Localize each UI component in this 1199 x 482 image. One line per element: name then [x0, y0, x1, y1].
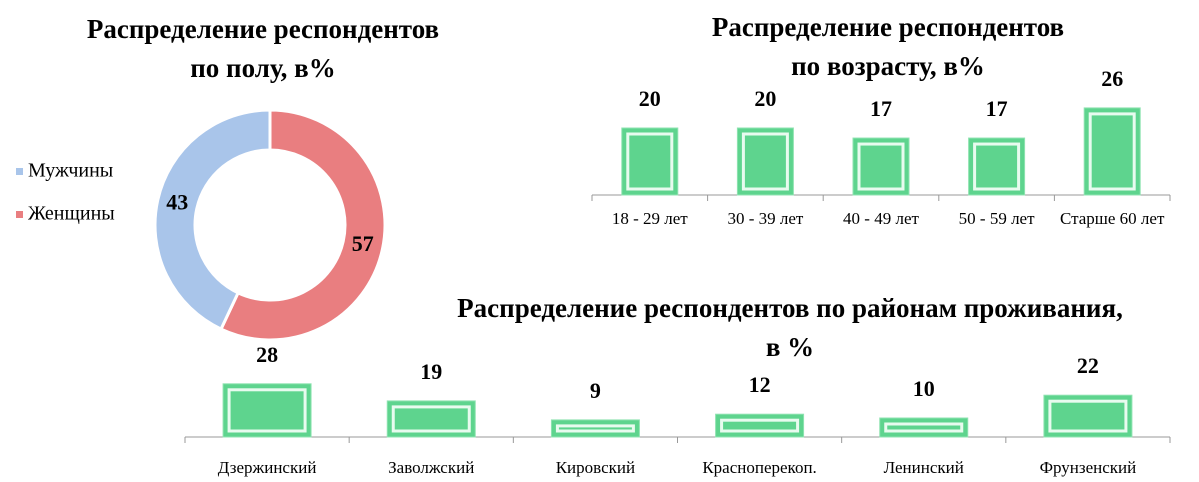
data-label: 10	[913, 376, 935, 401]
bar-highlight	[1088, 112, 1136, 191]
x-tick-label: Ленинский	[883, 458, 964, 477]
x-tick-label: Фрунзенский	[1039, 458, 1137, 477]
chart-title: Распределение респондентов	[712, 12, 1064, 42]
bar-highlight	[884, 422, 964, 433]
x-tick-label: 30 - 39 лет	[727, 209, 804, 228]
bar	[968, 137, 1026, 196]
bar-highlight	[857, 142, 905, 191]
bar-highlight	[227, 388, 307, 433]
bar	[852, 137, 910, 196]
bar-highlight	[973, 142, 1021, 191]
data-label: 28	[256, 342, 278, 367]
donut-slice	[219, 108, 387, 342]
x-tick-label: 18 - 29 лет	[611, 209, 688, 228]
data-label: 43	[166, 189, 188, 214]
chart-title: в %	[766, 332, 814, 362]
x-tick-label: 40 - 49 лет	[843, 209, 919, 228]
data-label: 57	[352, 231, 374, 256]
legend-label: Женщины	[28, 203, 115, 225]
data-label: 26	[1101, 66, 1123, 91]
x-tick-label: Заволжский	[388, 458, 475, 477]
bar	[1083, 107, 1141, 196]
x-tick-label: 50 - 59 лет	[958, 209, 1035, 228]
bar	[621, 127, 679, 196]
data-label: 22	[1077, 353, 1099, 378]
chart-title: Распределение респондентов	[87, 14, 439, 44]
bar	[222, 383, 312, 438]
data-label: 20	[639, 86, 661, 111]
legend-label: Мужчины	[28, 160, 113, 182]
chart-title: по полу, в%	[190, 53, 336, 83]
bar	[879, 417, 969, 438]
data-label: 9	[590, 378, 601, 403]
data-label: 17	[870, 96, 892, 121]
x-tick-label: Дзержинский	[217, 458, 317, 477]
data-label: 20	[754, 86, 776, 111]
bar	[715, 413, 805, 438]
bar	[736, 127, 794, 196]
x-tick-label: Кировский	[555, 458, 636, 477]
bar-highlight	[391, 405, 471, 433]
x-tick-label: Красноперекоп.	[702, 458, 817, 477]
bar-highlight	[741, 132, 789, 191]
legend-swatch	[16, 211, 23, 218]
x-tick-label: Старше 60 лет	[1059, 209, 1165, 228]
bar	[550, 419, 640, 438]
donut-slice	[153, 108, 272, 332]
legend-swatch	[16, 168, 23, 175]
data-label: 19	[420, 359, 442, 384]
bar-highlight	[626, 132, 674, 191]
data-label: 12	[749, 372, 771, 397]
chart-title: по возрасту, в%	[791, 51, 985, 81]
data-label: 17	[986, 96, 1008, 121]
chart-title: Распределение респондентов по районам пр…	[457, 293, 1123, 323]
bar-highlight	[1048, 399, 1128, 433]
bar-highlight	[720, 418, 800, 433]
bar-highlight	[555, 424, 635, 433]
